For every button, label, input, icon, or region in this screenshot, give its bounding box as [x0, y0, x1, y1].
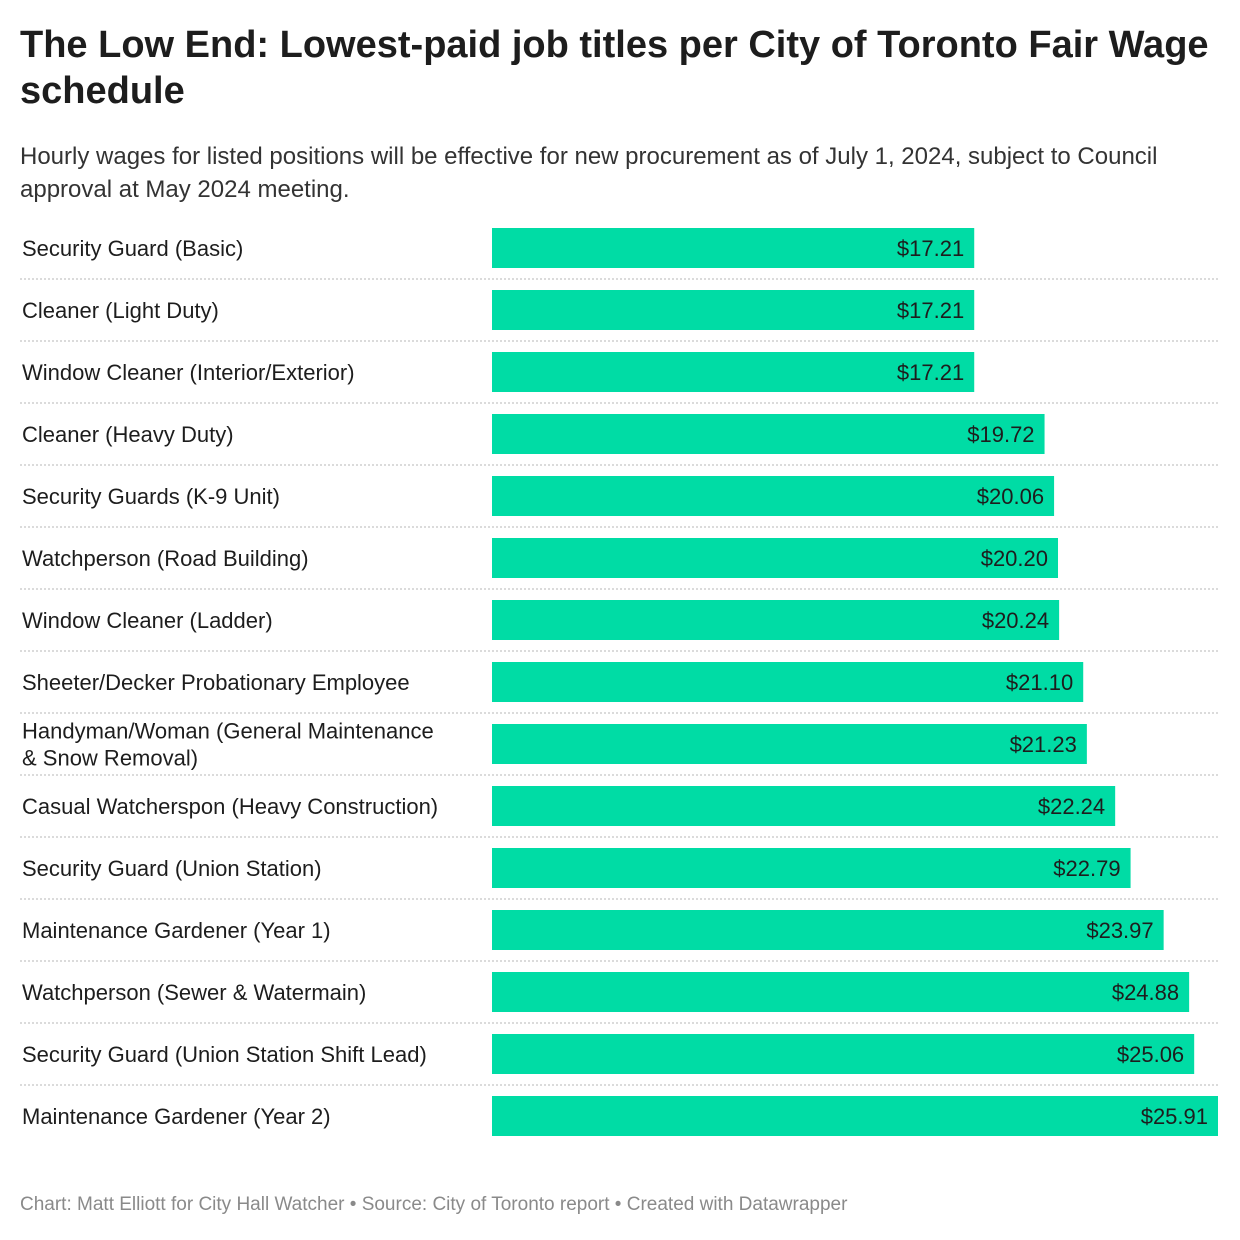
bar [492, 228, 975, 268]
bar-value-label: $17.21 [897, 360, 964, 385]
bar-value-label: $17.21 [897, 298, 964, 323]
bar-value-label: $20.06 [977, 484, 1044, 509]
row-label: Security Guard (Basic) [22, 236, 243, 261]
bar-value-label: $22.79 [1053, 856, 1120, 881]
row-label: Casual Watcherspon (Heavy Construction) [22, 794, 438, 819]
row-label: Maintenance Gardener (Year 2) [22, 1104, 331, 1129]
bar [492, 600, 1060, 640]
bar [492, 662, 1084, 702]
bar-value-label: $19.72 [967, 422, 1034, 447]
row-label: Security Guard (Union Station Shift Lead… [22, 1042, 427, 1067]
bar-value-label: $22.24 [1038, 794, 1105, 819]
bar [492, 1034, 1195, 1074]
chart-subtitle: Hourly wages for listed positions will b… [20, 143, 1158, 203]
bar-value-label: $23.97 [1086, 918, 1153, 943]
bar [492, 290, 975, 330]
row-label: Cleaner (Heavy Duty) [22, 422, 234, 447]
bar [492, 972, 1190, 1012]
bar-value-label: $25.06 [1117, 1042, 1184, 1067]
bar-value-label: $25.91 [1141, 1104, 1208, 1129]
bar [492, 1096, 1218, 1136]
bar-value-label: $24.88 [1112, 980, 1179, 1005]
bar [492, 910, 1164, 950]
row-label: Security Guard (Union Station) [22, 856, 322, 881]
bar-value-label: $20.24 [982, 608, 1049, 633]
row-label: Watchperson (Road Building) [22, 546, 309, 571]
bar-value-label: $20.20 [981, 546, 1048, 571]
bar-value-label: $21.10 [1006, 670, 1073, 695]
row-label: Window Cleaner (Ladder) [22, 608, 273, 633]
chart-footer: Chart: Matt Elliott for City Hall Watche… [20, 1194, 848, 1215]
row-label: Maintenance Gardener (Year 1) [22, 918, 331, 943]
chart-title: The Low End: Lowest-paid job titles per … [20, 24, 1209, 112]
bar [492, 724, 1087, 764]
row-label: Security Guards (K-9 Unit) [22, 484, 280, 509]
bar-value-label: $21.23 [1010, 732, 1077, 757]
bar [492, 476, 1055, 516]
row-label: Window Cleaner (Interior/Exterior) [22, 360, 355, 385]
bar [492, 848, 1131, 888]
bar [492, 352, 975, 392]
row-label: Watchperson (Sewer & Watermain) [22, 980, 366, 1005]
row-label: Sheeter/Decker Probationary Employee [22, 670, 410, 695]
row-label: Handyman/Woman (General Maintenance & Sno… [22, 719, 434, 771]
bar [492, 786, 1116, 826]
bar [492, 414, 1045, 454]
bar [492, 538, 1059, 578]
bar-value-label: $17.21 [897, 236, 964, 261]
row-label: Cleaner (Light Duty) [22, 298, 219, 323]
